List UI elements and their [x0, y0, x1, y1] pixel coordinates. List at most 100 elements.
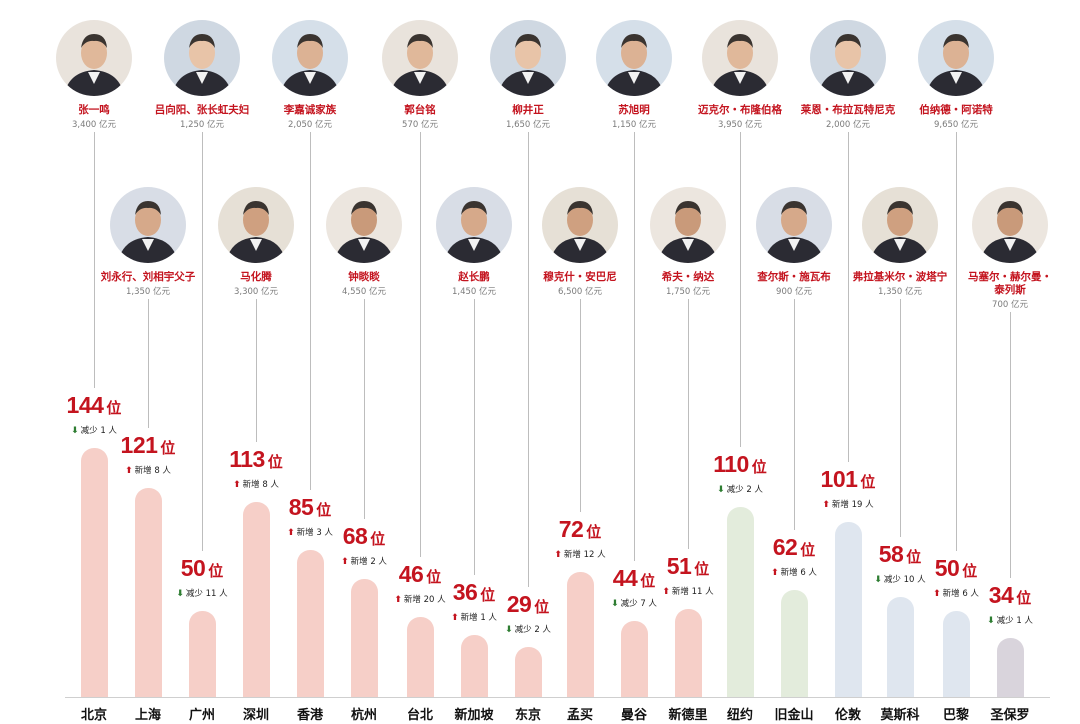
rank-unit-10: 位: [640, 572, 656, 590]
city-label-4: 香港: [296, 708, 324, 723]
change-text-12: 减少 2 人: [726, 484, 763, 495]
portrait-icon: [164, 20, 240, 96]
bar-15: [886, 596, 914, 697]
rank-value-16: 50: [934, 554, 960, 581]
person-name-13: 查尔斯・施瓦布: [757, 271, 831, 283]
change-text-7: 新增 1 人: [460, 612, 497, 623]
bar-6: [406, 617, 434, 697]
city-label-12: 纽约: [726, 708, 754, 723]
portrait-icon: [650, 187, 726, 263]
rank-unit-14: 位: [860, 474, 876, 492]
portrait-icon: [810, 20, 886, 96]
bar-1: [134, 487, 162, 697]
person-worth-13: 900 亿元: [776, 287, 812, 297]
change-text-2: 减少 11 人: [185, 588, 228, 599]
person-name-7: 赵长鹏: [458, 271, 490, 283]
rank-label-12: 110 位: [713, 451, 767, 478]
portrait-icon: [110, 187, 186, 263]
rank-label-10: 44 位: [613, 565, 656, 592]
change-label-0: ⬇ 减少 1 人: [71, 424, 117, 436]
change-text-15: 减少 10 人: [883, 574, 926, 585]
arrow-down-icon: ⬇: [505, 624, 513, 635]
connector-line-12: [740, 132, 741, 447]
connector-line-10: [634, 132, 635, 561]
rank-value-0: 144: [66, 391, 104, 418]
rank-unit-5: 位: [370, 531, 386, 549]
arrow-down-icon: ⬇: [611, 598, 619, 609]
arrow-up-icon: ⬆: [233, 479, 241, 490]
portrait-icon: [272, 20, 348, 96]
person-worth-6: 570 亿元: [402, 120, 438, 130]
rank-unit-11: 位: [694, 560, 710, 578]
rank-unit-0: 位: [106, 399, 122, 417]
change-label-1: ⬆ 新增 8 人: [125, 464, 171, 476]
person-worth-9: 6,500 亿元: [557, 287, 603, 297]
rank-value-13: 62: [772, 533, 798, 560]
rank-unit-9: 位: [586, 524, 602, 542]
rank-unit-15: 位: [906, 548, 922, 566]
connector-line-7: [474, 299, 475, 575]
change-label-5: ⬆ 新增 2 人: [341, 555, 387, 567]
rank-label-15: 58 位: [879, 541, 922, 568]
arrow-up-icon: ⬆: [341, 557, 349, 568]
connector-line-4: [310, 132, 311, 490]
bar-12: [726, 506, 754, 697]
connector-line-17: [1010, 312, 1011, 579]
person-name-5: 钟睒睒: [348, 271, 380, 283]
arrow-up-icon: ⬆: [771, 567, 779, 578]
person-worth-14: 2,000 亿元: [825, 120, 871, 130]
rank-value-3: 113: [229, 445, 265, 472]
change-label-16: ⬆ 新增 6 人: [933, 587, 979, 599]
person-worth-16: 9,650 亿元: [933, 120, 979, 130]
connector-line-3: [256, 299, 257, 442]
person-name-10: 苏旭明: [618, 104, 650, 116]
person-worth-8: 1,650 亿元: [505, 120, 551, 130]
rank-unit-6: 位: [426, 569, 442, 587]
person-name-6: 郭台铭: [404, 104, 436, 116]
portrait-icon: [436, 187, 512, 263]
city-label-10: 曼谷: [620, 708, 648, 723]
person-worth-1: 1,350 亿元: [125, 287, 171, 297]
change-label-15: ⬇ 减少 10 人: [874, 573, 925, 585]
change-text-14: 新增 19 人: [831, 500, 874, 511]
rank-value-11: 51: [666, 552, 692, 579]
bar-7: [460, 634, 488, 697]
change-label-9: ⬆ 新增 12 人: [554, 548, 605, 560]
rank-label-9: 72 位: [559, 516, 602, 543]
rank-unit-17: 位: [1016, 590, 1032, 608]
rank-label-0: 144 位: [67, 392, 122, 419]
rank-unit-12: 位: [751, 458, 767, 476]
change-text-3: 新增 8 人: [242, 479, 279, 490]
bar-16: [942, 610, 970, 697]
person-name-9: 穆克什・安巴尼: [543, 271, 617, 283]
rank-label-11: 51 位: [667, 553, 710, 580]
change-text-11: 新增 11 人: [671, 586, 714, 597]
change-label-10: ⬇ 减少 7 人: [611, 597, 657, 609]
city-label-15: 莫斯科: [880, 708, 920, 723]
arrow-up-icon: ⬆: [554, 550, 562, 561]
chart-baseline: [65, 697, 1050, 698]
person-worth-15: 1,350 亿元: [877, 287, 923, 297]
connector-line-9: [580, 299, 581, 513]
person-name-17: 马塞尔・赫尔曼・ 泰列斯: [968, 271, 1052, 296]
arrow-down-icon: ⬇: [874, 574, 882, 585]
person-name-1: 刘永行、刘相宇父子: [100, 271, 196, 283]
rank-value-7: 36: [452, 578, 478, 605]
portrait-icon: [756, 187, 832, 263]
rank-value-15: 58: [878, 540, 904, 567]
connector-line-15: [900, 299, 901, 537]
city-label-8: 东京: [514, 708, 542, 723]
person-worth-17: 700 亿元: [992, 300, 1028, 310]
rank-unit-8: 位: [534, 598, 550, 616]
bar-10: [620, 620, 648, 697]
person-worth-11: 1,750 亿元: [665, 287, 711, 297]
arrow-down-icon: ⬇: [717, 484, 725, 495]
person-worth-3: 3,300 亿元: [233, 287, 279, 297]
person-worth-12: 3,950 亿元: [717, 120, 763, 130]
rank-unit-1: 位: [160, 439, 176, 457]
change-text-13: 新增 6 人: [780, 567, 817, 578]
person-name-0: 张一鸣: [78, 104, 110, 116]
rank-value-17: 34: [988, 582, 1014, 609]
bar-13: [780, 589, 808, 697]
